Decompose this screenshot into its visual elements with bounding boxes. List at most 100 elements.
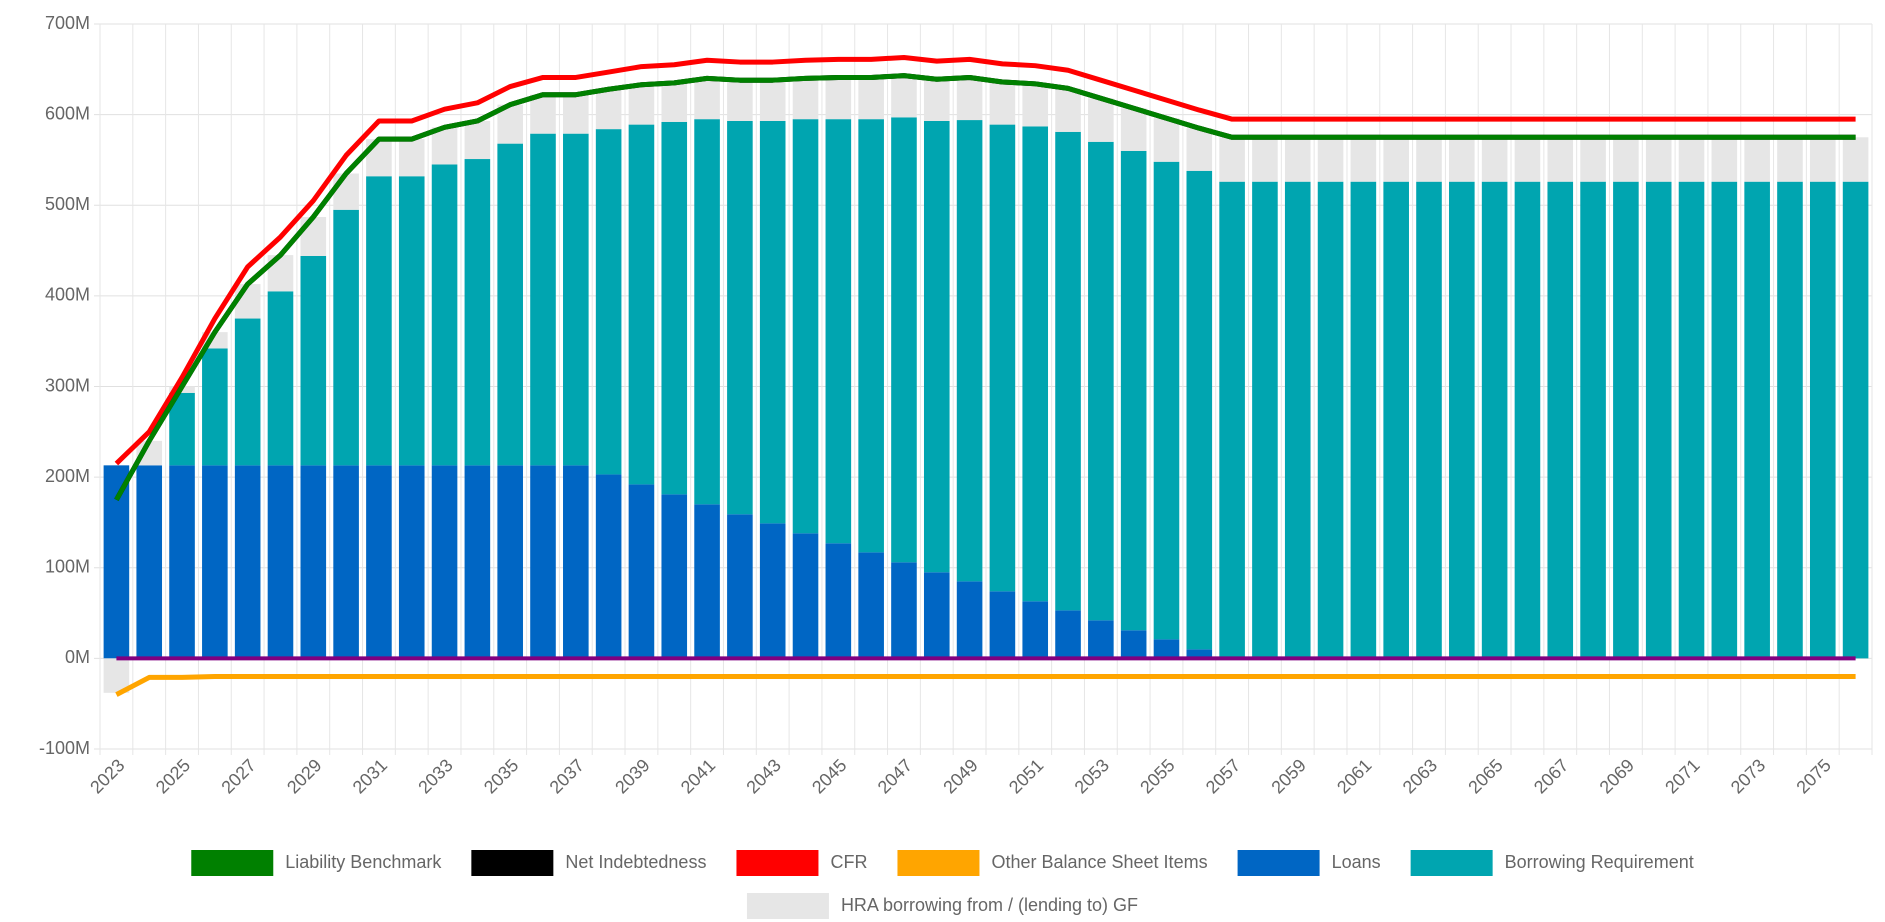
y-tick-label: 300M <box>45 375 90 395</box>
bar <box>464 120 491 160</box>
bar <box>1711 181 1738 659</box>
bar <box>1842 181 1869 659</box>
y-tick-label: 700M <box>45 13 90 33</box>
y-tick-label: 500M <box>45 194 90 214</box>
x-tick-label: 2065 <box>1464 755 1506 797</box>
bar <box>1219 181 1245 659</box>
y-tick-label: 400M <box>45 285 90 305</box>
bar <box>1613 181 1639 659</box>
bar <box>1842 137 1869 182</box>
bar <box>1416 181 1442 659</box>
bar <box>497 465 523 659</box>
legend: Liability Benchmark Net Indebtedness CFR Ot… <box>191 850 1694 919</box>
bar <box>431 465 458 659</box>
bar <box>1252 137 1278 182</box>
x-tick-label: 2029 <box>283 755 325 797</box>
bar <box>1088 141 1114 621</box>
legend-swatch <box>191 850 274 876</box>
bar <box>956 581 983 659</box>
x-tick-label: 2023 <box>86 755 128 797</box>
x-tick-label: 2071 <box>1661 755 1703 797</box>
bar <box>694 119 720 505</box>
legend-label: Other Balance Sheet Items <box>991 852 1207 872</box>
bar <box>628 124 655 485</box>
x-tick-label: 2043 <box>742 755 784 797</box>
bar <box>628 84 655 125</box>
bar <box>234 318 261 466</box>
bar <box>661 121 688 495</box>
bar <box>103 658 130 693</box>
x-tick-label: 2057 <box>1202 755 1244 797</box>
bar <box>530 465 556 659</box>
bar <box>595 129 622 475</box>
bar <box>759 523 786 659</box>
bar <box>234 465 261 659</box>
bar <box>1120 150 1147 631</box>
bar <box>497 143 523 466</box>
x-tick-label: 2067 <box>1530 755 1572 797</box>
bar <box>1383 137 1409 182</box>
x-tick-label: 2051 <box>1005 755 1047 797</box>
bar <box>1120 630 1147 659</box>
legend-item: Liability Benchmark <box>191 850 442 876</box>
lines <box>114 55 1856 697</box>
bar <box>1186 128 1213 171</box>
bar <box>267 291 294 466</box>
bar <box>431 127 458 165</box>
bar <box>661 82 688 122</box>
line-series <box>114 73 1856 501</box>
legend-swatch <box>897 850 980 876</box>
bar <box>1678 137 1705 182</box>
bar <box>136 465 163 659</box>
bar <box>563 133 589 466</box>
bar <box>1809 137 1836 182</box>
bar <box>858 77 884 120</box>
bar <box>398 176 425 466</box>
bar <box>595 474 622 659</box>
x-tick-label: 2075 <box>1793 755 1835 797</box>
bar <box>103 465 130 659</box>
legend-label: Loans <box>1332 852 1381 872</box>
x-tick-label: 2025 <box>152 755 194 797</box>
bar <box>398 465 425 659</box>
bar <box>792 78 819 120</box>
line-series <box>114 55 1856 466</box>
bar <box>759 120 786 524</box>
bar <box>300 465 327 659</box>
bar <box>923 572 950 659</box>
x-tick-label: 2035 <box>480 755 522 797</box>
bar <box>694 504 720 659</box>
legend-item: Loans <box>1237 850 1381 876</box>
legend-label: HRA borrowing from / (lending to) GF <box>841 895 1138 915</box>
bar <box>727 80 753 121</box>
bar <box>1547 137 1574 182</box>
bar <box>1284 181 1311 659</box>
bar <box>956 120 983 582</box>
x-tick-label: 2055 <box>1136 755 1178 797</box>
bar <box>169 465 195 659</box>
bar <box>464 465 491 659</box>
bars <box>103 75 1869 693</box>
bar <box>1055 88 1081 132</box>
x-tick-label: 2027 <box>217 755 259 797</box>
bar <box>956 77 983 121</box>
y-tick-label: 0M <box>65 647 90 667</box>
bar <box>1449 181 1475 659</box>
bar <box>563 465 589 659</box>
bar <box>1809 181 1836 659</box>
bar <box>1350 137 1377 182</box>
bar <box>333 173 359 210</box>
bar <box>202 348 228 466</box>
x-tick-label: 2063 <box>1399 755 1441 797</box>
bar <box>825 77 852 120</box>
bar <box>1645 181 1672 659</box>
bar <box>1153 161 1180 640</box>
y-tick-label: 600M <box>45 103 90 123</box>
bar <box>1120 108 1147 151</box>
bar <box>300 217 327 256</box>
bar <box>1317 181 1344 659</box>
x-tick-label: 2069 <box>1596 755 1638 797</box>
bar <box>858 119 884 553</box>
bar <box>1777 137 1803 182</box>
